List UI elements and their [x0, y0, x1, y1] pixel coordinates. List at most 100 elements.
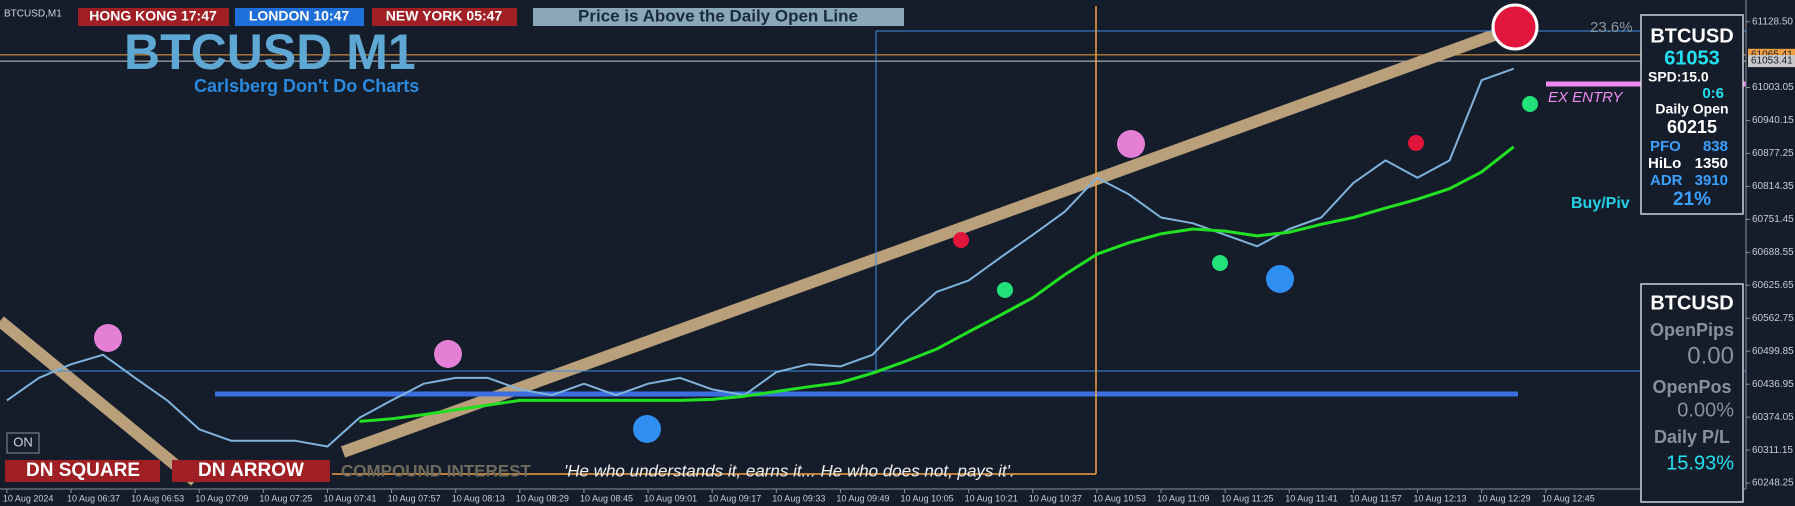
open-label: Daily Open [1655, 101, 1728, 117]
signal-dot [1212, 255, 1228, 271]
fib-label: 23.6% [1590, 19, 1633, 36]
signal-dot [1408, 135, 1424, 151]
x-tick-label: 10 Aug 10:37 [1029, 493, 1082, 503]
y-tick-label: 60625.65 [1752, 280, 1794, 291]
panel-price: 61053 [1664, 47, 1720, 69]
price-tag-label: 61053.41 [1751, 56, 1793, 67]
hilo-label: HiLo [1648, 155, 1681, 172]
x-tick-label: 10 Aug 08:13 [452, 493, 505, 503]
signal-dot [1522, 96, 1538, 112]
button-label[interactable]: DN SQUARE [26, 460, 140, 481]
price-series [359, 145, 1515, 423]
pips-value: 0.00 [1687, 342, 1734, 369]
signal-dot [997, 282, 1013, 298]
x-tick-label: 10 Aug 11:09 [1157, 493, 1209, 503]
adr-label: ADR [1650, 172, 1683, 189]
signal-dot [434, 340, 462, 368]
button[interactable] [172, 460, 330, 482]
watermark-title: BTCUSD M1 [124, 24, 416, 80]
x-tick-label: 10 Aug 10:05 [901, 493, 954, 503]
pips-label: OpenPips [1650, 320, 1734, 340]
x-tick-label: 10 Aug 11:25 [1221, 493, 1273, 503]
y-tick-label: 60436.95 [1752, 379, 1794, 390]
pos-label: OpenPos [1652, 377, 1731, 397]
entry-label: EX ENTRY [1548, 89, 1623, 106]
x-tick-label: 10 Aug 07:41 [323, 493, 376, 503]
x-tick-label: 10 Aug 2024 [3, 493, 54, 503]
panel-symbol: BTCUSD [1650, 25, 1733, 47]
y-tick-label: 61128.50 [1752, 16, 1793, 27]
x-tick-label: 10 Aug 06:37 [67, 493, 120, 503]
x-tick-label: 10 Aug 10:53 [1093, 493, 1146, 503]
pivot-label: Buy/Piv [1571, 195, 1630, 212]
x-tick-label: 10 Aug 08:29 [516, 493, 569, 503]
trend-band [340, 23, 1514, 458]
trend-band [0, 316, 199, 486]
x-tick-label: 10 Aug 06:53 [131, 493, 184, 503]
panel-symbol: BTCUSD [1650, 292, 1733, 314]
timer: 0:6 [1702, 85, 1724, 102]
toggle-box[interactable] [6, 432, 40, 454]
y-tick-label: 61003.05 [1752, 82, 1794, 93]
motto: COMPOUND INTEREST [341, 461, 531, 480]
pos-value: 0.00% [1677, 399, 1734, 421]
y-tick-label: 60562.75 [1752, 313, 1794, 324]
y-tick-label: 60877.25 [1752, 148, 1794, 159]
toggle[interactable]: ON [13, 434, 33, 449]
clock: LONDON 10:47 [249, 8, 350, 24]
button-label[interactable]: DN ARROW [198, 460, 304, 481]
clock: HONG KONG 17:47 [89, 8, 217, 24]
price-tag [1748, 55, 1795, 68]
spread: SPD:15.0 [1648, 69, 1709, 85]
y-tick-label: 60374.05 [1752, 412, 1794, 423]
price-tag-label: 61065.41 [1751, 49, 1793, 60]
y-tick-label: 60940.15 [1752, 115, 1794, 126]
x-tick-label: 10 Aug 10:21 [965, 493, 1018, 503]
x-tick-label: 10 Aug 11:41 [1285, 493, 1337, 503]
y-tick-label: 60311.15 [1752, 445, 1793, 456]
pfo-label: PFO [1650, 138, 1681, 155]
sell-signal [1491, 3, 1539, 51]
y-tick-label: 60248.25 [1752, 478, 1794, 489]
x-tick-label: 10 Aug 07:25 [259, 493, 312, 503]
signal-dot [953, 232, 969, 248]
pfo-value: 838 [1703, 138, 1728, 155]
x-tick-label: 10 Aug 07:09 [195, 493, 248, 503]
clock-box [372, 8, 517, 26]
x-tick-label: 10 Aug 12:29 [1478, 493, 1531, 503]
x-tick-label: 10 Aug 09:33 [772, 493, 825, 503]
signal-dot [1266, 265, 1294, 293]
signal-dot [1117, 130, 1145, 158]
watermark-subtitle: Carlsberg Don't Do Charts [194, 76, 419, 96]
clock-box [235, 8, 364, 26]
open-value: 60215 [1667, 117, 1717, 137]
symbol-label: BTCUSD,M1 [4, 9, 62, 20]
x-tick-label: 10 Aug 09:49 [836, 493, 889, 503]
adr-value: 3910 [1695, 172, 1728, 189]
pl-value: 15.93% [1666, 452, 1734, 474]
y-tick-label: 60499.85 [1752, 346, 1794, 357]
quote: 'He who understands it, earns it... He w… [564, 461, 1015, 480]
y-tick-label: 60814.35 [1752, 181, 1794, 192]
x-tick-label: 10 Aug 07:57 [388, 493, 441, 503]
x-tick-label: 10 Aug 09:17 [708, 493, 761, 503]
info-panel [1640, 14, 1744, 215]
price-series [6, 67, 1515, 448]
y-tick-label: 60751.45 [1752, 214, 1794, 225]
trade-panel [1640, 283, 1744, 503]
signal-dot [633, 415, 661, 443]
pl-label: Daily P/L [1654, 427, 1730, 447]
x-tick-label: 10 Aug 08:45 [580, 493, 633, 503]
status: Price is Above the Daily Open Line [578, 6, 858, 25]
clock-box [78, 8, 229, 26]
signal-dot [94, 324, 122, 352]
adr-pct: 21% [1673, 189, 1711, 210]
y-tick-label: 60688.55 [1752, 247, 1794, 258]
x-tick-label: 10 Aug 11:57 [1349, 493, 1401, 503]
x-tick-label: 10 Aug 12:13 [1414, 493, 1467, 503]
clock: NEW YORK 05:47 [386, 8, 503, 24]
button[interactable] [5, 460, 160, 482]
hilo-value: 1350 [1695, 155, 1728, 172]
